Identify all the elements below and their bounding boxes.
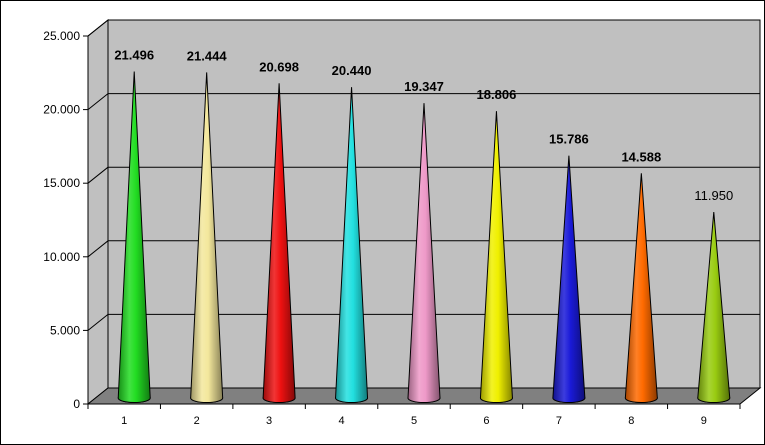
y-tick-label: 0 <box>73 397 80 411</box>
data-label: 20.440 <box>332 63 372 78</box>
y-tick-label: 15.000 <box>43 176 80 190</box>
cone-2: 21.444 <box>187 48 228 403</box>
gridline-side <box>87 19 109 37</box>
x-tick-label: 6 <box>483 415 489 427</box>
cone-6: 18.806 <box>477 87 517 403</box>
cone-body <box>407 103 441 403</box>
cone-body <box>335 87 369 403</box>
data-label: 20.698 <box>259 59 299 74</box>
gridline-side <box>87 314 109 331</box>
data-label: 11.950 <box>694 188 733 203</box>
y-tick-label: 10.000 <box>43 250 80 264</box>
data-label: 15.786 <box>549 132 589 147</box>
cone-body <box>552 155 586 403</box>
x-tick-label: 9 <box>701 415 707 427</box>
y-tick-label: 5.000 <box>50 323 80 337</box>
cone-3: 20.698 <box>259 59 299 403</box>
gridline-side <box>87 240 109 258</box>
cone-1: 21.496 <box>114 48 154 403</box>
y-tick-label: 25.000 <box>43 29 80 43</box>
x-tick-label: 7 <box>556 415 562 427</box>
cone-7: 15.786 <box>549 132 589 403</box>
cone-5: 19.347 <box>404 79 444 403</box>
data-label: 14.588 <box>621 149 661 164</box>
cone-9: 11.950 <box>694 188 733 403</box>
gridline-side <box>87 93 109 110</box>
x-tick-label: 3 <box>266 415 272 427</box>
x-tick-label: 2 <box>194 415 200 427</box>
cone-body <box>479 111 513 403</box>
cone-body <box>117 71 151 403</box>
y-tick-label: 20.000 <box>43 103 80 117</box>
data-label: 18.806 <box>477 87 517 102</box>
cone-body <box>262 83 296 403</box>
data-label: 21.444 <box>187 48 228 63</box>
cone-body <box>624 173 658 403</box>
cone-4: 20.440 <box>332 63 372 403</box>
cone-body <box>190 72 224 403</box>
data-label: 19.347 <box>404 79 444 94</box>
gridline-side <box>87 166 109 184</box>
x-tick-label: 4 <box>338 415 344 427</box>
side-wall <box>87 18 109 406</box>
cone-body <box>697 212 731 403</box>
cone-8: 14.588 <box>621 149 661 403</box>
x-tick-label: 8 <box>628 415 634 427</box>
data-label: 21.496 <box>114 48 154 63</box>
x-tick-label: 5 <box>411 415 417 427</box>
x-tick-label: 1 <box>121 415 127 427</box>
